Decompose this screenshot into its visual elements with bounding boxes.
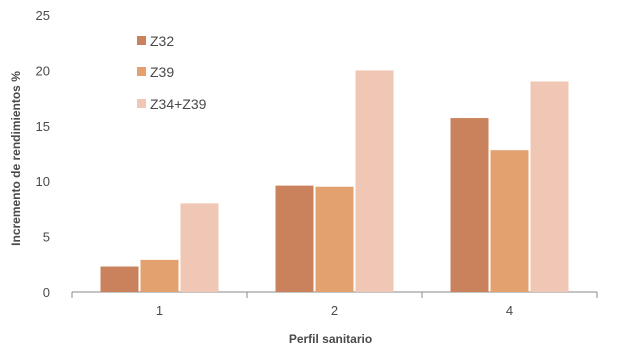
bars: [100, 70, 569, 293]
bar-z34-z39-cat-2: [355, 70, 394, 293]
y-tick-label: 5: [43, 230, 50, 245]
y-tick-label: 25: [36, 8, 50, 23]
x-tick-label: 1: [156, 303, 163, 318]
legend: Z32 Z39 Z34+Z39: [137, 33, 207, 112]
bar-z32-cat-4: [450, 118, 489, 292]
y-tick-label: 15: [36, 119, 50, 134]
bar-z39-cat-1: [140, 259, 179, 292]
bar-z39-cat-4: [490, 150, 529, 292]
x-tick-label: 4: [506, 303, 513, 318]
x-axis-ticks: 1 2 4: [71, 292, 598, 318]
legend-swatch: [137, 67, 146, 76]
legend-label: Z34+Z39: [150, 96, 207, 112]
legend-label: Z32: [150, 33, 174, 49]
bar-z39-cat-2: [315, 186, 354, 292]
legend-swatch: [137, 99, 146, 108]
y-axis-ticks: 0 5 10 15 20 25: [36, 8, 50, 300]
x-axis-title: Perfil sanitario: [289, 332, 372, 346]
y-tick-label: 0: [43, 285, 50, 300]
y-tick-label: 20: [36, 63, 50, 78]
legend-swatch: [137, 36, 146, 45]
x-tick-label: 2: [331, 303, 338, 318]
bar-z34-z39-cat-1: [180, 203, 219, 292]
bar-z32-cat-1: [100, 266, 139, 292]
bar-z32-cat-2: [275, 185, 314, 292]
bar-z34-z39-cat-4: [530, 81, 569, 292]
legend-label: Z39: [150, 64, 174, 80]
y-tick-label: 10: [36, 174, 50, 189]
y-axis-title: Incremento de rendimientos %: [9, 71, 23, 246]
